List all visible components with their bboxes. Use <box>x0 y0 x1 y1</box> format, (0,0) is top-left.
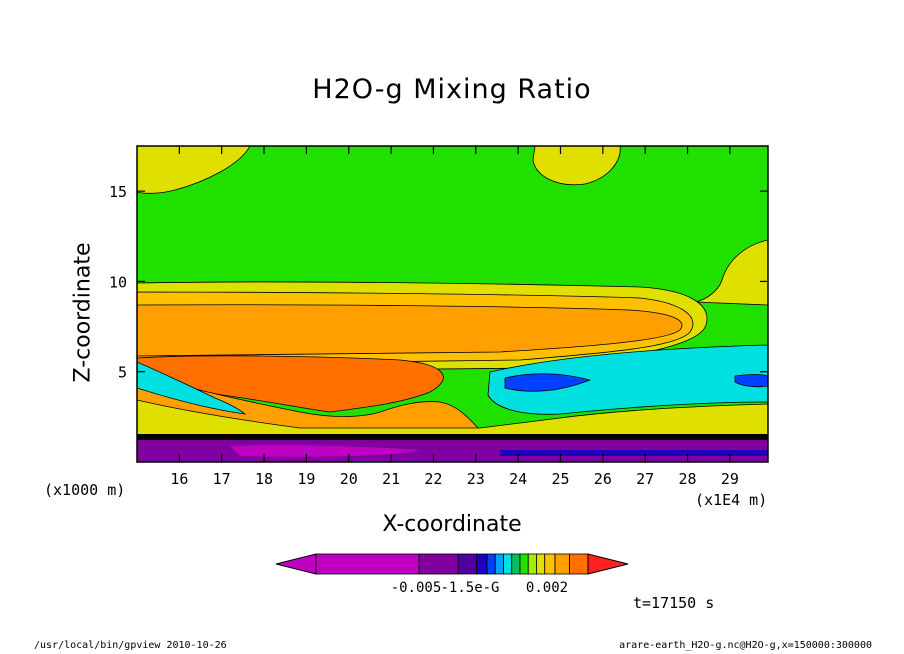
x-tick-label: 23 <box>467 470 485 488</box>
footer-source: arare-earth_H2O-g.nc@H2O-g,x=150000:3000… <box>619 640 872 651</box>
x-tick-label: 19 <box>297 470 315 488</box>
contour-band-cyan-left <box>137 361 247 415</box>
x-axis-label: X-coordinate <box>382 512 522 537</box>
contour-fields <box>137 146 768 462</box>
contour-band-yellow-top-right <box>532 146 621 186</box>
contour-band-cyan <box>487 344 768 415</box>
colorbar-swatch <box>315 553 420 575</box>
x-tick-label: 21 <box>382 470 400 488</box>
y-tick-label: 10 <box>109 273 127 291</box>
x-tick-label: 29 <box>721 470 739 488</box>
colorbar-swatch <box>494 553 504 575</box>
colorbar-tick-label: -0.005 <box>391 580 442 596</box>
colorbar-high-arrow <box>587 553 629 575</box>
footer-path-date: /usr/local/bin/gpview 2010-10-26 <box>34 640 227 651</box>
x-tick-label: 24 <box>509 470 527 488</box>
contour-band-yellow-lower <box>137 399 768 437</box>
contour-band-blue-bottom <box>500 450 768 456</box>
colorbar-swatch <box>519 553 529 575</box>
x-tick-label: 25 <box>551 470 569 488</box>
chart-title: H2O-g Mixing Ratio <box>312 74 592 105</box>
colorbar-swatch <box>476 553 488 575</box>
y-axis-ticks: 5 10 15 <box>109 183 768 382</box>
time-label: t=17150 s <box>633 594 715 612</box>
colorbar-swatch <box>511 553 521 575</box>
y-tick-label: 15 <box>109 183 127 201</box>
x-tick-label: 27 <box>636 470 654 488</box>
contour-band-orange <box>137 304 683 357</box>
x-tick-label: 16 <box>170 470 188 488</box>
contour-band-blue-1 <box>504 373 592 392</box>
colorbar-tick-label: 0.002 <box>526 580 568 596</box>
colorbar-tick-label: -1.5e-G <box>440 580 499 596</box>
plot-frame <box>136 145 769 463</box>
colorbar-swatch <box>486 553 496 575</box>
x-tick-label: 18 <box>255 470 273 488</box>
surface-boundary-line <box>137 434 768 440</box>
y-tick-label: 5 <box>118 364 127 382</box>
colorbar: -0.005 -1.5e-G 0.002 <box>275 553 629 596</box>
colorbar-swatch <box>544 553 556 575</box>
colorbar-swatch <box>569 553 589 575</box>
colorbar-swatch <box>554 553 570 575</box>
x-tick-label: 26 <box>594 470 612 488</box>
contour-band-yellow-top-left <box>137 146 251 194</box>
colorbar-swatch <box>527 553 537 575</box>
colorbar-swatch <box>536 553 546 575</box>
x-tick-label: 20 <box>340 470 358 488</box>
contour-band-yellow-right <box>694 239 768 306</box>
x-axis-ticks: 16 17 18 19 20 21 22 23 24 25 26 27 28 29 <box>170 146 739 488</box>
colorbar-swatch <box>503 553 513 575</box>
x-tick-label: 17 <box>213 470 231 488</box>
x-axis-unit-label: (x1000 m) <box>44 481 126 499</box>
x-axis-scale-label: (x1E4 m) <box>695 491 768 509</box>
x-tick-label: 28 <box>679 470 697 488</box>
contour-band-blue-2 <box>734 374 768 388</box>
contour-band-magenta-bottom <box>230 445 420 457</box>
y-axis-label: Z-coordinate <box>70 242 96 383</box>
x-tick-label: 22 <box>424 470 442 488</box>
colorbar-low-arrow <box>275 553 317 575</box>
colorbar-swatch <box>418 553 459 575</box>
colorbar-swatch <box>457 553 478 575</box>
